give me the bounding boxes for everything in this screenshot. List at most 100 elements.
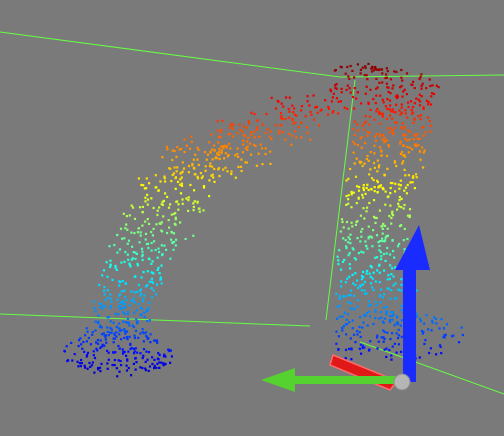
point (176, 180, 180, 183)
point (428, 119, 431, 123)
point (386, 86, 389, 89)
point (363, 128, 366, 131)
point (404, 186, 407, 189)
point (133, 232, 136, 235)
point (422, 134, 425, 137)
point (156, 209, 159, 212)
point (344, 357, 347, 360)
point (352, 333, 356, 336)
point (112, 351, 115, 354)
point (379, 294, 382, 297)
point (161, 156, 164, 159)
point (79, 337, 82, 340)
point (111, 363, 114, 367)
point (93, 371, 96, 374)
point (326, 113, 330, 116)
point (148, 301, 151, 304)
point (347, 202, 350, 205)
point (277, 100, 280, 103)
y-axis-arrow[interactable] (261, 368, 401, 392)
point (367, 101, 370, 104)
point (144, 360, 147, 363)
point (356, 333, 359, 336)
point (167, 206, 171, 209)
point (150, 230, 153, 234)
point (160, 282, 163, 285)
point (284, 138, 287, 141)
grid-line (339, 74, 504, 78)
point (181, 170, 184, 173)
point (359, 68, 362, 71)
point (209, 162, 212, 165)
gizmo-origin-handle[interactable] (393, 373, 411, 391)
point (381, 112, 384, 115)
point (376, 170, 379, 173)
point (274, 107, 278, 110)
point (348, 87, 351, 90)
point (338, 304, 341, 308)
point (401, 122, 404, 125)
point (172, 232, 176, 235)
point (385, 139, 389, 142)
point (248, 122, 251, 125)
point (403, 126, 406, 129)
point (118, 333, 121, 336)
axes-gizmo[interactable] (261, 225, 430, 392)
point (373, 186, 376, 189)
point (139, 352, 142, 355)
point (375, 216, 378, 220)
point (411, 106, 415, 109)
point (147, 246, 150, 250)
point (392, 249, 395, 253)
point (126, 228, 129, 231)
point (129, 265, 132, 268)
point (364, 192, 367, 195)
point (116, 298, 119, 301)
point (210, 174, 213, 177)
point (374, 67, 377, 70)
point (228, 142, 231, 146)
point (363, 314, 366, 317)
point (356, 129, 360, 132)
point (378, 317, 381, 320)
point (340, 280, 343, 283)
point (327, 105, 330, 109)
point (103, 293, 106, 296)
point (261, 123, 264, 126)
point (353, 76, 356, 79)
point (147, 222, 151, 225)
point (335, 83, 338, 86)
point (402, 160, 405, 163)
point (175, 170, 178, 173)
point (106, 296, 109, 299)
point (96, 339, 99, 342)
point (444, 333, 447, 336)
point (397, 183, 400, 186)
point (420, 84, 423, 87)
point (220, 151, 223, 154)
point (169, 203, 172, 206)
point (384, 236, 387, 239)
point (393, 161, 397, 164)
point (160, 361, 163, 364)
point (208, 165, 211, 168)
point (80, 343, 83, 346)
point (176, 166, 179, 169)
point (128, 263, 131, 266)
point (85, 340, 88, 343)
point (287, 107, 290, 111)
point (372, 322, 375, 326)
point (382, 340, 385, 343)
point (181, 161, 184, 164)
point (330, 100, 333, 103)
z-axis-arrow[interactable] (395, 225, 430, 382)
point (163, 175, 166, 178)
point (278, 130, 281, 133)
point (126, 317, 130, 320)
point (388, 277, 391, 281)
point (366, 131, 369, 134)
point (142, 311, 146, 314)
point (203, 151, 207, 154)
